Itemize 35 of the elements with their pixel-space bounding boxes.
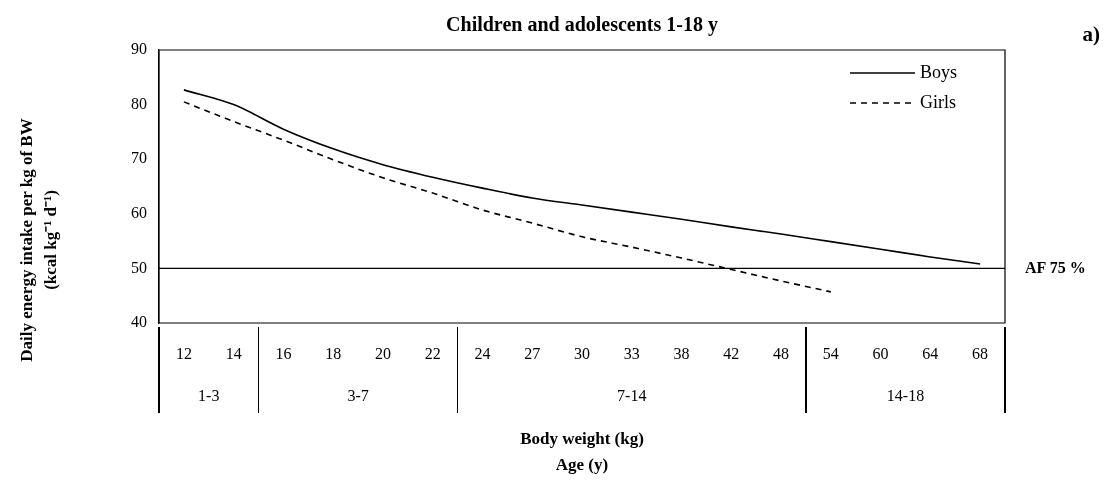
y-tick-label: 70	[131, 149, 147, 167]
legend-label: Girls	[920, 91, 956, 112]
x-tick-label: 18	[325, 344, 342, 362]
text: 1-3	[198, 387, 220, 405]
x-tick-label: 64	[922, 344, 939, 362]
x-tick-label: 27	[524, 344, 541, 362]
x-axis-title: Body weight (kg) Age (y)	[520, 429, 644, 475]
line-series	[183, 89, 981, 265]
x-tick-label: 33	[623, 344, 640, 362]
x-tick-label: 48	[773, 344, 790, 362]
x-tick-label: 60	[872, 344, 889, 362]
text: a)	[1082, 22, 1100, 47]
x-tick-label: 68	[972, 344, 989, 362]
x-tick-label: 22	[424, 344, 441, 362]
y-tick-label: 90	[131, 40, 147, 58]
x-tick-label: 42	[723, 344, 740, 362]
x-tick-label: 12	[175, 344, 192, 362]
text: 3-7	[347, 387, 369, 405]
x-tick-label: 30	[574, 344, 590, 362]
y-tick-label: 60	[131, 204, 147, 221]
x-tick-label: 24	[474, 344, 491, 362]
text: 7-14	[617, 387, 647, 405]
x-tick-label: 20	[374, 344, 391, 362]
y-tick-label: 50	[131, 258, 147, 276]
x-tick-label: 54	[822, 344, 839, 362]
y-tick-label: 40	[131, 313, 147, 331]
y-axis-title: Daily energy intake per kg of BW (kcal kg⁻¹ d⁻¹)	[17, 118, 61, 362]
x-tick-label: 16	[275, 344, 292, 362]
chart-title: Children and adolescents 1-18 y	[446, 13, 718, 37]
x-tick-label: 38	[673, 344, 690, 362]
legend-label: Boys	[920, 61, 958, 82]
text: 14-18	[886, 387, 925, 405]
ref-line-label: AF 75 %	[1025, 258, 1086, 276]
x-tick-label: 14	[225, 344, 242, 362]
y-tick-label: 80	[131, 94, 147, 112]
